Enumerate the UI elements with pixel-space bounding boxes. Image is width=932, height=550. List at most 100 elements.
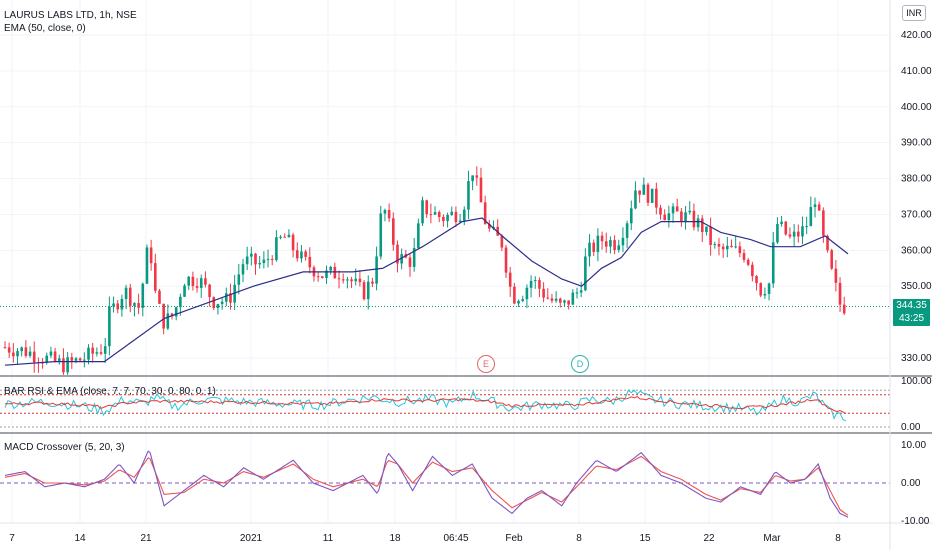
candle-body[interactable] (575, 292, 579, 294)
candle-body[interactable] (521, 299, 525, 302)
candle-body[interactable] (32, 351, 36, 363)
candle-body[interactable] (579, 290, 583, 293)
candle-body[interactable] (563, 300, 566, 303)
candle-body[interactable] (437, 211, 441, 217)
candle-body[interactable] (609, 240, 612, 247)
candle-body[interactable] (379, 213, 383, 257)
candle-body[interactable] (91, 347, 94, 354)
candle-body[interactable] (300, 251, 303, 259)
candle-body[interactable] (20, 347, 24, 352)
candle-body[interactable] (245, 256, 249, 265)
candle-body[interactable] (366, 281, 370, 300)
candle-body[interactable] (70, 357, 74, 361)
dividend-marker[interactable]: D (571, 355, 589, 373)
candle-body[interactable] (663, 214, 666, 221)
candle-body[interactable] (809, 207, 813, 227)
candle-body[interactable] (450, 211, 454, 215)
candle-body[interactable] (467, 181, 470, 210)
candle-body[interactable] (341, 279, 345, 281)
candle-body[interactable] (567, 300, 570, 305)
candle-body[interactable] (158, 290, 161, 304)
candle-body[interactable] (700, 218, 704, 233)
candle-body[interactable] (346, 279, 349, 281)
candle-body[interactable] (103, 346, 107, 354)
candle-body[interactable] (383, 210, 387, 214)
candle-body[interactable] (354, 278, 358, 282)
candle-body[interactable] (625, 223, 629, 238)
candle-body[interactable] (525, 287, 529, 300)
candle-body[interactable] (513, 286, 516, 304)
candle-body[interactable] (12, 352, 15, 357)
candle-body[interactable] (241, 264, 245, 275)
candle-body[interactable] (442, 216, 445, 222)
candle-body[interactable] (446, 214, 449, 222)
candle-body[interactable] (187, 276, 191, 286)
candle-body[interactable] (433, 211, 437, 215)
candle-body[interactable] (713, 243, 717, 245)
candle-body[interactable] (358, 278, 362, 283)
candle-body[interactable] (220, 301, 224, 305)
candle-body[interactable] (429, 214, 433, 216)
candle-body[interactable] (454, 211, 458, 223)
candle-body[interactable] (237, 274, 241, 285)
candle-body[interactable] (128, 287, 132, 306)
macd-legend[interactable]: MACD Crossover (5, 20, 3) (4, 442, 125, 454)
candle-body[interactable] (483, 202, 487, 225)
candle-body[interactable] (642, 184, 646, 195)
candle-body[interactable] (154, 263, 157, 291)
candle-body[interactable] (120, 298, 124, 310)
candle-body[interactable] (208, 284, 211, 298)
candle-body[interactable] (62, 358, 65, 373)
candle-body[interactable] (112, 303, 115, 307)
candle-body[interactable] (408, 257, 412, 267)
candle-body[interactable] (550, 298, 554, 301)
candle-body[interactable] (617, 245, 621, 251)
candle-body[interactable] (751, 264, 754, 277)
candle-body[interactable] (559, 298, 562, 303)
candle-body[interactable] (179, 296, 182, 308)
candle-body[interactable] (650, 188, 654, 203)
candle-body[interactable] (813, 204, 817, 208)
candle-body[interactable] (792, 231, 796, 237)
candle-body[interactable] (638, 190, 641, 195)
candle-body[interactable] (613, 240, 616, 251)
candle-body[interactable] (329, 266, 332, 271)
candle-body[interactable] (199, 278, 203, 288)
candle-body[interactable] (304, 251, 307, 257)
candle-body[interactable] (45, 355, 49, 363)
main-legend[interactable]: LAURUS LABS LTD, 1h, NSE (4, 10, 137, 22)
candle-body[interactable] (688, 210, 692, 213)
candle-body[interactable] (771, 242, 775, 284)
candle-body[interactable] (763, 293, 767, 296)
candle-body[interactable] (400, 254, 403, 264)
candle-body[interactable] (696, 218, 700, 228)
candle-body[interactable] (316, 276, 320, 278)
candle-body[interactable] (475, 175, 479, 178)
candle-body[interactable] (776, 223, 779, 243)
candle-body[interactable] (684, 212, 687, 222)
candle-body[interactable] (308, 256, 312, 268)
candle-body[interactable] (717, 243, 721, 247)
candle-body[interactable] (137, 303, 140, 308)
candle-body[interactable] (621, 237, 625, 246)
candle-body[interactable] (183, 285, 186, 297)
candle-body[interactable] (801, 226, 804, 237)
candle-body[interactable] (162, 303, 165, 329)
candle-body[interactable] (387, 210, 391, 219)
candle-body[interactable] (479, 177, 483, 203)
candle-body[interactable] (671, 206, 675, 214)
candle-body[interactable] (584, 256, 587, 291)
candle-body[interactable] (66, 357, 69, 373)
macd-signal-line[interactable] (4, 455, 849, 516)
candle-body[interactable] (295, 250, 299, 259)
candle-body[interactable] (141, 283, 145, 308)
candle-body[interactable] (746, 259, 750, 265)
candle-body[interactable] (258, 263, 261, 265)
candle-body[interactable] (634, 190, 637, 209)
ema-legend[interactable]: EMA (50, close, 0) (4, 23, 86, 35)
candle-body[interactable] (600, 235, 604, 242)
candle-body[interactable] (542, 288, 545, 298)
candle-body[interactable] (275, 237, 278, 261)
candle-body[interactable] (212, 297, 216, 309)
candle-body[interactable] (266, 259, 270, 261)
